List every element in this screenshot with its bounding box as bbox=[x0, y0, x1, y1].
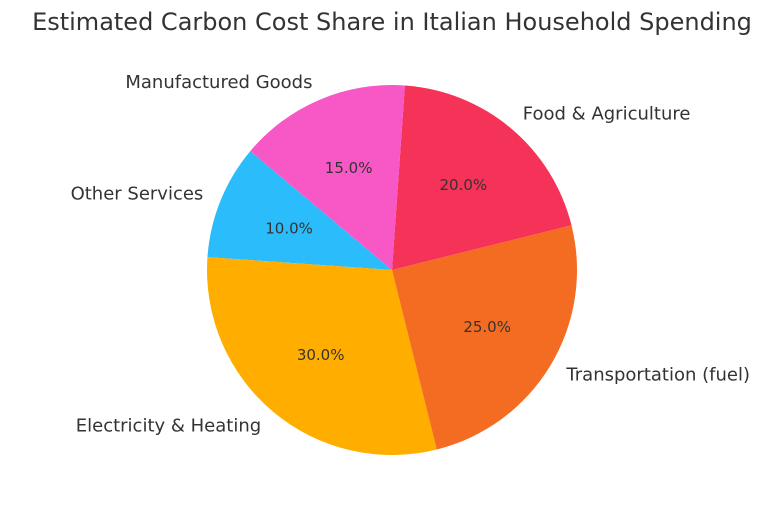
pie-slices bbox=[207, 85, 577, 456]
percent-label-other-services: 10.0% bbox=[265, 219, 313, 237]
pie-slice-electricity-heating bbox=[207, 257, 437, 456]
pie-slice-other-services bbox=[207, 151, 392, 270]
pie-slice-manufactured-goods bbox=[250, 85, 405, 271]
pie-slice-food-agriculture bbox=[392, 85, 572, 270]
percent-label-manufactured-goods: 15.0% bbox=[325, 159, 373, 177]
percent-labels: 10.0% 30.0% 25.0% 20.0% 15.0% bbox=[265, 159, 511, 364]
slice-labels: Other Services Electricity & Heating Trans… bbox=[71, 72, 750, 436]
percent-label-transportation-fuel: 25.0% bbox=[463, 318, 511, 336]
slice-label-electricity-heating: Electricity & Heating bbox=[76, 415, 261, 436]
percent-label-food-agriculture: 20.0% bbox=[440, 176, 488, 194]
percent-label-electricity-heating: 30.0% bbox=[297, 346, 345, 364]
chart-title: Estimated Carbon Cost Share in Italian H… bbox=[32, 8, 752, 36]
slice-label-food-agriculture: Food & Agriculture bbox=[523, 104, 691, 125]
pie-slice-transportation-fuel bbox=[392, 225, 577, 450]
slice-label-manufactured-goods: Manufactured Goods bbox=[125, 72, 312, 93]
slice-label-other-services: Other Services bbox=[71, 183, 204, 204]
slice-label-transportation-fuel: Transportation (fuel) bbox=[565, 364, 750, 385]
